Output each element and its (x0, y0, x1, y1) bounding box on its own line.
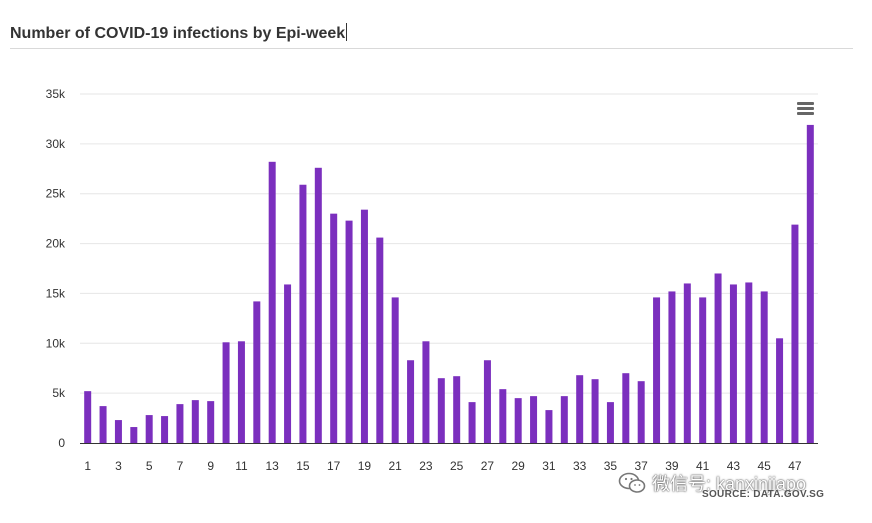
bar-week-10[interactable] (222, 342, 230, 443)
bar-week-4[interactable] (130, 427, 138, 443)
x-tick-label: 3 (115, 459, 122, 473)
bar-week-30[interactable] (530, 396, 538, 443)
x-tick-label: 23 (419, 459, 433, 473)
bar-week-34[interactable] (591, 379, 599, 443)
bar-week-48[interactable] (806, 124, 814, 443)
bar-week-37[interactable] (637, 381, 645, 443)
y-tick-label: 10k (46, 336, 66, 350)
x-tick-label: 25 (450, 459, 464, 473)
x-tick-label: 15 (296, 459, 310, 473)
bar-week-40[interactable] (683, 283, 691, 443)
title-divider (10, 48, 853, 49)
bar-week-5[interactable] (145, 415, 153, 443)
wechat-icon (618, 472, 646, 493)
bar-week-25[interactable] (453, 376, 461, 443)
bar-week-22[interactable] (407, 360, 415, 443)
bar-week-46[interactable] (776, 338, 784, 443)
bar-week-45[interactable] (760, 291, 768, 443)
bar-week-35[interactable] (606, 402, 614, 443)
bar-week-26[interactable] (468, 402, 476, 443)
x-tick-label: 41 (696, 459, 710, 473)
x-tick-label: 17 (327, 459, 341, 473)
x-tick-label: 45 (758, 459, 772, 473)
x-tick-label: 7 (177, 459, 184, 473)
x-tick-label: 9 (207, 459, 214, 473)
bar-week-47[interactable] (791, 224, 799, 443)
y-tick-label: 35k (46, 87, 66, 101)
bar-week-38[interactable] (653, 297, 661, 443)
x-tick-label: 31 (542, 459, 556, 473)
x-tick-label: 11 (235, 459, 248, 473)
x-tick-label: 33 (573, 459, 587, 473)
bar-week-12[interactable] (253, 301, 261, 443)
bar-week-31[interactable] (545, 410, 553, 443)
x-tick-label: 29 (512, 459, 526, 473)
x-tick-label: 35 (604, 459, 618, 473)
grid-lines (80, 93, 818, 394)
bar-week-3[interactable] (114, 420, 122, 443)
bar-week-1[interactable] (84, 391, 92, 443)
x-tick-label: 5 (146, 459, 153, 473)
x-tick-label: 27 (481, 459, 495, 473)
y-tick-label: 15k (46, 286, 66, 300)
hamburger-menu-icon[interactable] (796, 101, 816, 117)
bar-week-21[interactable] (391, 297, 399, 443)
bar-week-42[interactable] (714, 273, 722, 443)
chart-title-text: Number of COVID-19 infections by Epi-wee… (10, 25, 346, 42)
x-tick-label: 19 (358, 459, 372, 473)
bar-week-6[interactable] (161, 416, 169, 443)
bar-week-28[interactable] (499, 389, 507, 443)
bar-week-2[interactable] (99, 406, 107, 443)
bar-week-39[interactable] (668, 291, 676, 443)
bar-week-14[interactable] (284, 284, 292, 443)
bar-week-17[interactable] (330, 213, 338, 443)
bar-week-33[interactable] (576, 375, 584, 443)
watermark-text: 微信号: kanxinjiapo (652, 474, 807, 494)
chart-title: Number of COVID-19 infections by Epi-wee… (10, 23, 348, 43)
watermark: 微信号: kanxinjiapo (618, 470, 806, 496)
x-tick-label: 37 (635, 459, 649, 473)
y-tick-label: 25k (46, 187, 66, 201)
bar-week-36[interactable] (622, 373, 630, 443)
y-tick-label: 5k (52, 386, 66, 400)
bar-week-44[interactable] (745, 282, 753, 443)
x-tick-label: 43 (727, 459, 741, 473)
bar-week-27[interactable] (483, 360, 491, 443)
bar-week-15[interactable] (299, 184, 307, 444)
x-axis-tick-labels: 1 3 5 7 9 11 13 15 17 19 21 23 25 27 29 31 33 35 37 39 41 43 4… (84, 459, 802, 473)
x-tick-label: 13 (266, 459, 280, 473)
bar-week-9[interactable] (207, 401, 215, 443)
x-tick-label: 39 (665, 459, 679, 473)
bar-week-32[interactable] (560, 396, 568, 443)
y-axis-tick-labels: 0 5k 10k 15k 20k 25k 30k 35k (46, 87, 66, 450)
x-tick-label: 21 (389, 459, 403, 473)
source-credit: SOURCE: DATA.GOV.SG (702, 489, 825, 500)
bar-week-41[interactable] (699, 297, 707, 443)
bar-week-18[interactable] (345, 220, 353, 443)
bar-week-7[interactable] (176, 404, 184, 443)
y-tick-label: 30k (46, 137, 66, 151)
bars (84, 124, 814, 444)
y-tick-label: 0 (58, 436, 65, 450)
bar-week-11[interactable] (237, 341, 245, 443)
bar-week-19[interactable] (360, 209, 368, 443)
bar-week-20[interactable] (376, 237, 384, 443)
text-cursor (346, 23, 348, 41)
bar-week-16[interactable] (314, 167, 322, 443)
x-tick-label: 47 (788, 459, 802, 473)
bar-week-43[interactable] (729, 284, 737, 443)
bar-week-24[interactable] (437, 378, 445, 443)
bar-week-29[interactable] (514, 398, 522, 443)
bar-week-8[interactable] (191, 400, 199, 443)
bar-week-13[interactable] (268, 161, 276, 443)
bar-week-23[interactable] (422, 341, 430, 443)
x-tick-label: 1 (84, 459, 91, 473)
y-tick-label: 20k (46, 237, 66, 251)
